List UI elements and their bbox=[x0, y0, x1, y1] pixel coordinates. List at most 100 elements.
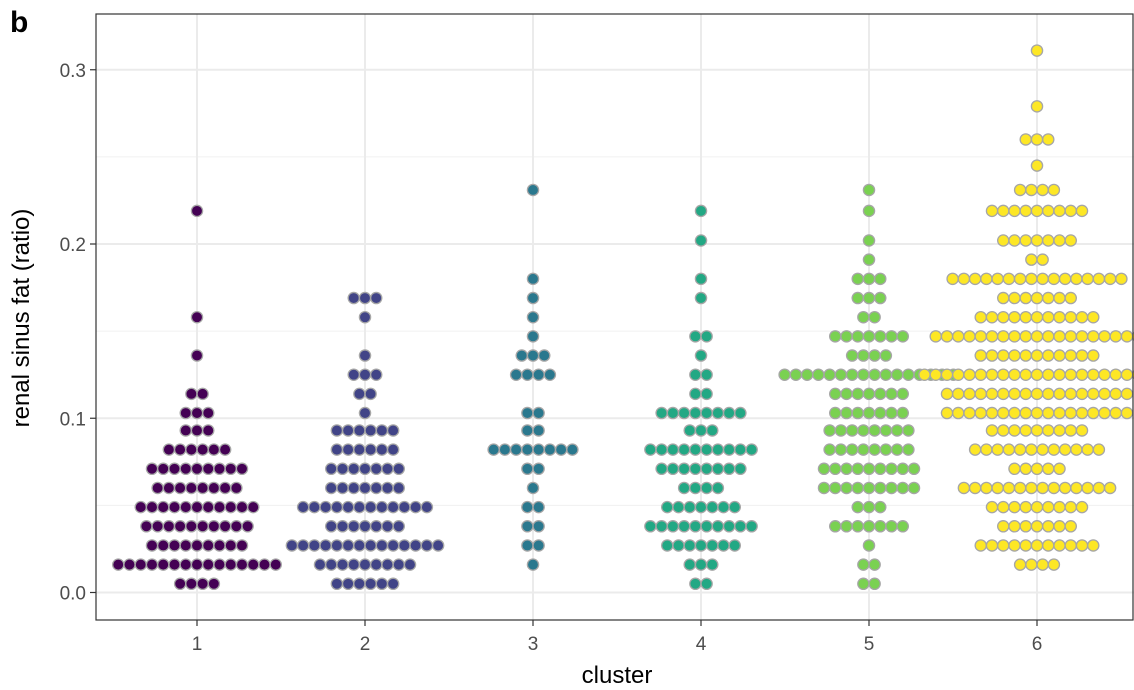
data-point bbox=[689, 387, 702, 401]
data-point bbox=[874, 520, 887, 533]
data-point bbox=[554, 443, 568, 456]
data-point bbox=[1019, 368, 1033, 381]
data-point bbox=[224, 539, 237, 552]
data-point bbox=[1008, 387, 1021, 401]
data-point bbox=[890, 424, 904, 437]
data-point bbox=[532, 520, 545, 533]
data-point bbox=[1075, 500, 1089, 514]
data-point bbox=[734, 406, 747, 420]
data-point bbox=[694, 291, 708, 305]
data-point bbox=[319, 500, 332, 514]
data-point bbox=[1092, 481, 1106, 495]
data-point bbox=[168, 539, 181, 552]
data-point bbox=[173, 577, 187, 591]
data-point bbox=[1008, 291, 1021, 305]
data-point bbox=[666, 406, 680, 420]
data-point bbox=[313, 558, 327, 571]
data-point bbox=[1042, 291, 1055, 305]
data-point bbox=[655, 462, 668, 476]
data-point bbox=[890, 368, 904, 381]
data-point bbox=[179, 539, 192, 552]
data-point bbox=[179, 500, 192, 514]
data-point bbox=[706, 558, 719, 571]
data-point bbox=[213, 500, 226, 514]
data-point bbox=[1075, 539, 1089, 552]
data-point bbox=[207, 481, 221, 495]
data-point bbox=[1025, 183, 1038, 197]
data-point bbox=[896, 462, 910, 476]
data-point bbox=[829, 462, 842, 476]
data-point bbox=[957, 481, 971, 495]
data-point bbox=[386, 500, 400, 514]
data-point bbox=[952, 330, 965, 343]
data-point bbox=[566, 443, 579, 456]
data-points bbox=[112, 44, 1134, 591]
data-point bbox=[1025, 272, 1038, 286]
data-point bbox=[1058, 272, 1072, 286]
data-point bbox=[991, 481, 1004, 495]
data-point bbox=[997, 291, 1010, 305]
data-point bbox=[156, 500, 170, 514]
data-point bbox=[700, 577, 713, 591]
data-point bbox=[392, 520, 405, 533]
data-point bbox=[862, 291, 876, 305]
data-point bbox=[997, 500, 1010, 514]
data-point bbox=[341, 500, 355, 514]
data-point bbox=[1030, 159, 1044, 172]
data-point bbox=[375, 500, 389, 514]
data-point bbox=[862, 253, 876, 266]
data-point bbox=[213, 558, 226, 571]
data-point bbox=[420, 539, 434, 552]
data-point bbox=[862, 520, 876, 533]
data-point bbox=[722, 520, 736, 533]
data-point bbox=[1047, 558, 1061, 571]
data-point bbox=[296, 539, 310, 552]
series-cluster-4 bbox=[644, 204, 758, 591]
data-point bbox=[997, 368, 1010, 381]
data-point bbox=[1075, 310, 1089, 324]
data-point bbox=[717, 539, 730, 552]
data-point bbox=[1075, 204, 1089, 218]
data-point bbox=[341, 539, 355, 552]
data-point bbox=[985, 349, 999, 362]
series-cluster-6 bbox=[918, 44, 1134, 571]
data-point bbox=[1042, 462, 1055, 476]
data-point bbox=[364, 387, 377, 401]
data-point bbox=[1109, 406, 1123, 420]
data-point bbox=[845, 424, 859, 437]
data-point bbox=[112, 558, 125, 571]
data-point bbox=[1030, 520, 1044, 533]
data-point bbox=[207, 520, 221, 533]
data-point bbox=[1064, 204, 1078, 218]
data-point bbox=[700, 462, 713, 476]
data-point bbox=[1030, 368, 1044, 381]
data-point bbox=[1019, 462, 1033, 476]
data-point bbox=[398, 500, 411, 514]
data-point bbox=[1013, 183, 1027, 197]
data-point bbox=[521, 406, 534, 420]
data-point bbox=[672, 539, 685, 552]
data-point bbox=[868, 349, 881, 362]
data-point bbox=[689, 462, 702, 476]
data-point bbox=[392, 481, 405, 495]
data-point bbox=[1064, 500, 1078, 514]
x-tick-label: 6 bbox=[1032, 634, 1043, 655]
data-point bbox=[1047, 272, 1061, 286]
data-point bbox=[862, 234, 876, 247]
data-point bbox=[1109, 387, 1123, 401]
data-point bbox=[706, 424, 719, 437]
data-point bbox=[655, 443, 668, 456]
data-point bbox=[711, 443, 725, 456]
data-point bbox=[1042, 133, 1055, 146]
data-point bbox=[874, 387, 887, 401]
data-point bbox=[829, 387, 842, 401]
data-point bbox=[974, 387, 988, 401]
data-point bbox=[409, 539, 422, 552]
data-point bbox=[190, 424, 204, 437]
data-point bbox=[1053, 500, 1066, 514]
data-point bbox=[409, 500, 422, 514]
data-point bbox=[190, 462, 204, 476]
data-point bbox=[700, 368, 713, 381]
data-point bbox=[868, 424, 881, 437]
